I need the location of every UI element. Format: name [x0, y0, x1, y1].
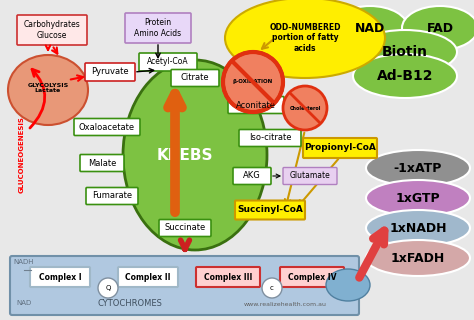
- Text: KREBS: KREBS: [157, 148, 213, 163]
- Text: NAD: NAD: [17, 300, 32, 306]
- FancyBboxPatch shape: [139, 53, 197, 71]
- Text: -1xATP: -1xATP: [394, 162, 442, 174]
- Ellipse shape: [283, 86, 327, 130]
- Ellipse shape: [366, 240, 470, 276]
- Text: NADH: NADH: [14, 259, 34, 265]
- Ellipse shape: [98, 278, 118, 298]
- FancyBboxPatch shape: [228, 97, 284, 114]
- Text: FAD: FAD: [427, 21, 454, 35]
- FancyBboxPatch shape: [30, 267, 90, 287]
- Text: Oxaloacetate: Oxaloacetate: [79, 123, 135, 132]
- FancyBboxPatch shape: [17, 15, 87, 45]
- Text: Q: Q: [105, 285, 111, 291]
- Text: ODD-NUMBERED
portion of fatty
acids: ODD-NUMBERED portion of fatty acids: [269, 23, 341, 53]
- Ellipse shape: [8, 55, 88, 125]
- Text: 1xFADH: 1xFADH: [391, 252, 445, 265]
- Text: Complex IV: Complex IV: [288, 273, 336, 282]
- Ellipse shape: [262, 278, 282, 298]
- Ellipse shape: [326, 269, 370, 301]
- Text: AKG: AKG: [243, 172, 261, 180]
- FancyBboxPatch shape: [125, 13, 191, 43]
- Text: Glutamate: Glutamate: [290, 172, 330, 180]
- Text: Succinyl-CoA: Succinyl-CoA: [237, 205, 303, 214]
- Text: Citrate: Citrate: [181, 74, 210, 83]
- Text: Pyruvate: Pyruvate: [91, 68, 129, 76]
- Ellipse shape: [366, 210, 470, 246]
- Ellipse shape: [223, 52, 283, 112]
- Text: GLYCOLYSIS
Lactate: GLYCOLYSIS Lactate: [27, 83, 69, 93]
- FancyBboxPatch shape: [239, 130, 301, 147]
- Ellipse shape: [402, 6, 474, 50]
- Text: Protein
Amino Acids: Protein Amino Acids: [135, 18, 182, 38]
- Text: Ad-B12: Ad-B12: [377, 69, 433, 83]
- Ellipse shape: [123, 60, 267, 250]
- Text: Complex I: Complex I: [39, 273, 82, 282]
- Text: 1xNADH: 1xNADH: [389, 221, 447, 235]
- Text: c: c: [270, 285, 274, 291]
- FancyBboxPatch shape: [10, 256, 359, 315]
- FancyBboxPatch shape: [303, 138, 377, 158]
- Ellipse shape: [366, 150, 470, 186]
- FancyBboxPatch shape: [171, 69, 219, 86]
- Text: Propionyl-CoA: Propionyl-CoA: [304, 143, 376, 153]
- FancyBboxPatch shape: [196, 267, 260, 287]
- Text: Malate: Malate: [88, 158, 116, 167]
- Ellipse shape: [366, 180, 470, 216]
- Ellipse shape: [353, 30, 457, 74]
- Text: 1xGTP: 1xGTP: [396, 191, 440, 204]
- Text: Complex III: Complex III: [204, 273, 252, 282]
- Text: Complex II: Complex II: [125, 273, 171, 282]
- Text: Acetyl-CoA: Acetyl-CoA: [147, 58, 189, 67]
- Text: Iso-citrate: Iso-citrate: [249, 133, 291, 142]
- Text: www.realizehealth.com.au: www.realizehealth.com.au: [244, 302, 327, 308]
- FancyBboxPatch shape: [86, 188, 138, 204]
- Text: Cholesterol: Cholesterol: [289, 106, 321, 110]
- FancyBboxPatch shape: [74, 118, 140, 135]
- Text: GLUCONEOGENESIS: GLUCONEOGENESIS: [19, 116, 25, 193]
- FancyBboxPatch shape: [283, 167, 337, 185]
- FancyBboxPatch shape: [159, 220, 211, 236]
- FancyBboxPatch shape: [80, 155, 124, 172]
- Text: Fumarate: Fumarate: [92, 191, 132, 201]
- FancyBboxPatch shape: [233, 167, 271, 185]
- Ellipse shape: [353, 54, 457, 98]
- Ellipse shape: [225, 0, 385, 78]
- FancyBboxPatch shape: [118, 267, 178, 287]
- Text: Biotin: Biotin: [382, 45, 428, 59]
- Ellipse shape: [332, 6, 408, 50]
- FancyBboxPatch shape: [235, 201, 305, 220]
- Text: β-OXIDATION: β-OXIDATION: [233, 79, 273, 84]
- FancyBboxPatch shape: [280, 267, 344, 287]
- FancyBboxPatch shape: [85, 63, 135, 81]
- Text: NAD: NAD: [355, 21, 385, 35]
- Text: CYTOCHROMES: CYTOCHROMES: [98, 299, 163, 308]
- Text: Carbohydrates
Glucose: Carbohydrates Glucose: [24, 20, 81, 40]
- Text: Succinate: Succinate: [164, 223, 206, 233]
- Text: Aconitate: Aconitate: [236, 100, 276, 109]
